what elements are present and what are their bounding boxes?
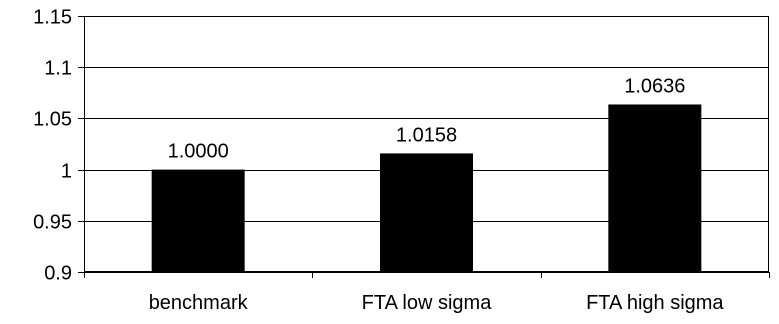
data-label: 1.0158 <box>396 124 457 146</box>
y-tick-label: 1.1 <box>44 58 72 80</box>
y-tick-label: 0.9 <box>44 263 72 285</box>
x-axis: benchmark FTA low sigma FTA high sigma <box>84 272 770 314</box>
y-axis: 0.9 0.95 1 1.05 1.1 1.15 <box>33 7 84 285</box>
y-tick-label: 0.95 <box>33 212 72 234</box>
y-tick-label: 1.05 <box>33 109 72 131</box>
bar-fta-high-sigma <box>608 104 702 272</box>
data-label: 1.0636 <box>624 75 685 97</box>
bars: 1.0000 1.0158 1.0636 <box>151 75 702 272</box>
x-category-label: FTA high sigma <box>586 292 724 314</box>
x-category-label: FTA low sigma <box>362 292 493 314</box>
data-label: 1.0000 <box>168 141 229 163</box>
y-tick-label: 1.15 <box>33 7 72 29</box>
bar-benchmark <box>151 169 245 272</box>
x-category-label: benchmark <box>149 292 249 314</box>
bar-fta-low-sigma <box>380 153 473 272</box>
y-tick-label: 1 <box>61 161 72 183</box>
